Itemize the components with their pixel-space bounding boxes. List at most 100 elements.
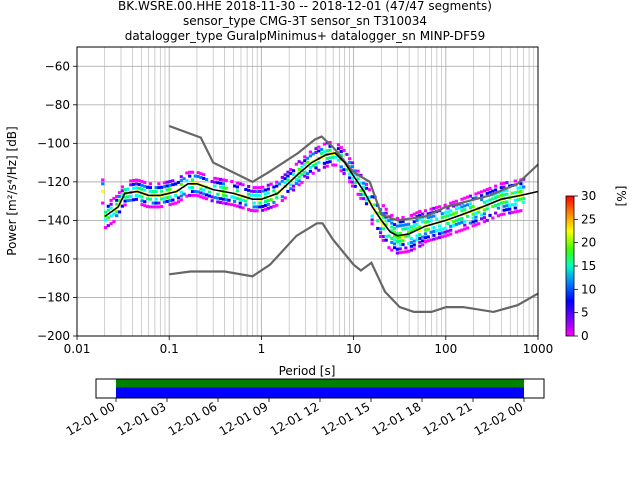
density-cell	[404, 227, 408, 231]
density-cell	[101, 190, 105, 193]
density-cell	[362, 185, 366, 189]
density-cell	[182, 177, 186, 181]
density-cell	[216, 200, 220, 204]
density-cell	[117, 191, 122, 195]
density-cell	[325, 149, 329, 153]
timeline-tick-label: 12-01 03	[115, 399, 169, 438]
density-cell	[401, 223, 405, 227]
density-cell	[106, 216, 110, 220]
density-cell	[440, 231, 444, 235]
density-cell	[143, 188, 147, 192]
timeline-bar-green	[116, 379, 524, 388]
density-cell	[258, 193, 262, 197]
density-cell	[112, 220, 116, 224]
density-cell	[140, 195, 144, 199]
density-cell	[496, 214, 501, 218]
density-cell	[384, 238, 388, 242]
density-cell	[109, 214, 113, 218]
density-cell	[255, 209, 259, 213]
density-cell	[485, 199, 489, 203]
density-cell	[277, 182, 282, 186]
density-cell	[165, 196, 169, 200]
density-cell	[109, 202, 113, 206]
density-cell	[266, 183, 270, 187]
density-cell	[210, 199, 214, 203]
timeline-bar-blue	[116, 387, 524, 398]
density-cell	[465, 203, 470, 207]
density-cell	[499, 193, 503, 197]
density-cell	[488, 198, 492, 202]
density-cell	[499, 182, 503, 186]
density-cell	[421, 239, 425, 243]
density-cell	[480, 217, 484, 221]
density-cell	[356, 192, 360, 196]
density-cell	[378, 231, 383, 235]
density-cell	[513, 202, 517, 206]
density-cell	[294, 178, 298, 182]
density-cell	[485, 207, 489, 211]
density-cell	[143, 180, 147, 184]
x-tick-label: 0.1	[160, 342, 179, 356]
density-cell	[409, 213, 414, 217]
density-cell	[123, 195, 127, 199]
density-cell	[494, 203, 498, 207]
density-cell	[224, 186, 228, 190]
density-cell	[272, 204, 276, 208]
density-cell	[401, 243, 405, 247]
density-cell	[196, 175, 200, 179]
density-cell	[168, 199, 172, 203]
density-cell	[339, 165, 343, 169]
density-cell	[350, 176, 355, 180]
density-cell	[103, 218, 108, 222]
density-cell	[190, 190, 195, 193]
density-cell	[401, 239, 405, 243]
density-cell	[230, 195, 234, 199]
density-cell	[134, 186, 138, 190]
density-cell	[342, 168, 346, 172]
density-cell	[258, 205, 262, 209]
density-cell	[457, 217, 461, 221]
density-cell	[280, 175, 284, 179]
density-cell	[502, 208, 506, 212]
density-cell	[336, 143, 341, 147]
density-cell	[432, 214, 436, 218]
density-cell	[157, 201, 161, 205]
density-cell	[126, 199, 130, 203]
density-cell	[471, 205, 475, 209]
density-cell	[482, 200, 487, 204]
density-cell	[451, 204, 456, 208]
density-cell	[126, 187, 130, 191]
density-cell	[162, 196, 167, 200]
density-cell	[249, 208, 254, 212]
density-cell	[179, 194, 183, 198]
density-cell	[238, 182, 242, 186]
density-cell	[137, 179, 141, 183]
timeline-tick-label: 12-01 09	[217, 399, 271, 438]
density-cell	[426, 216, 430, 220]
density-cell	[480, 198, 484, 202]
density-cell	[415, 218, 419, 222]
density-cell	[362, 193, 366, 197]
density-cell	[202, 173, 206, 177]
density-cell	[266, 187, 270, 191]
density-cell	[390, 248, 394, 252]
density-cell	[207, 194, 211, 198]
density-cell	[230, 180, 234, 184]
density-cell	[117, 210, 122, 214]
density-cell	[120, 189, 124, 193]
x-tick-label: 10	[346, 342, 361, 356]
density-cell	[407, 226, 411, 230]
density-cell	[252, 193, 256, 197]
density-cell	[134, 193, 138, 197]
density-cell	[190, 178, 195, 182]
density-cell	[510, 191, 515, 195]
density-cell	[160, 185, 164, 189]
density-cell	[393, 242, 397, 246]
density-cell	[443, 215, 447, 219]
density-cell	[196, 190, 200, 194]
density-cell	[345, 152, 349, 156]
density-cell	[247, 208, 251, 212]
density-cell	[364, 182, 369, 186]
density-cell	[275, 180, 279, 184]
density-cell	[412, 239, 416, 243]
